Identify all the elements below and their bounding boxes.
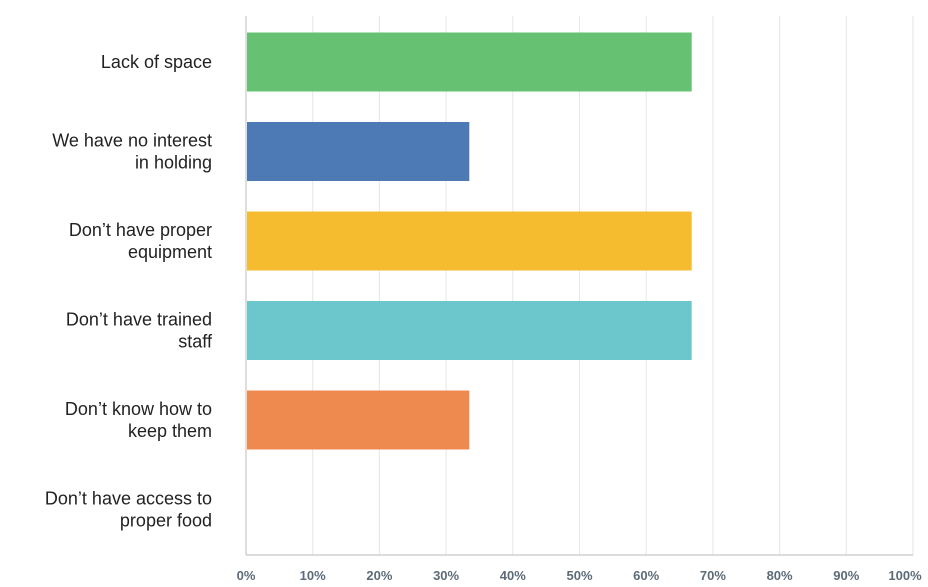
- category-label: Don’t have access to: [45, 489, 212, 509]
- x-tick-label: 90%: [833, 568, 859, 583]
- category-label: staff: [178, 332, 213, 352]
- bar-3: [247, 301, 692, 360]
- category-label: Don’t have proper: [69, 220, 212, 240]
- x-tick-label: 20%: [366, 568, 392, 583]
- x-tick-label: 0%: [237, 568, 256, 583]
- bar-4: [247, 390, 470, 450]
- bar-2: [247, 211, 692, 271]
- x-tick-label: 70%: [700, 568, 726, 583]
- bars: [247, 32, 692, 450]
- x-tick-label: 80%: [767, 568, 793, 583]
- x-tick-label: 100%: [888, 568, 922, 583]
- bar-1: [247, 122, 470, 181]
- category-label: equipment: [128, 242, 212, 262]
- bar-0: [247, 32, 692, 92]
- x-tick-label: 50%: [566, 568, 592, 583]
- x-tick-label: 10%: [300, 568, 326, 583]
- x-tick-labels: 0% 10% 20% 30% 40% 50% 60% 70% 80% 90% 100%: [237, 568, 922, 583]
- category-label: We have no interest: [52, 131, 212, 151]
- x-tick-label: 60%: [633, 568, 659, 583]
- category-label: Lack of space: [101, 52, 212, 72]
- category-label: proper food: [120, 511, 212, 531]
- category-label: keep them: [128, 421, 212, 441]
- category-label: in holding: [135, 153, 212, 173]
- category-label: Don’t know how to: [65, 399, 212, 419]
- x-tick-label: 40%: [500, 568, 526, 583]
- grid-lines: [312, 16, 914, 555]
- category-label: Don’t have trained: [66, 310, 212, 330]
- x-tick-label: 30%: [433, 568, 459, 583]
